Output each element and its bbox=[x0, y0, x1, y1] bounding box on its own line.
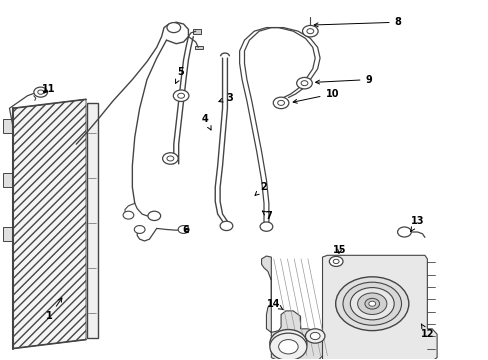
Text: 6: 6 bbox=[182, 225, 189, 235]
Text: 2: 2 bbox=[255, 182, 267, 195]
Text: 12: 12 bbox=[420, 324, 433, 339]
Text: 9: 9 bbox=[315, 75, 371, 85]
Circle shape bbox=[166, 23, 180, 33]
Circle shape bbox=[34, 87, 47, 97]
Circle shape bbox=[276, 334, 300, 352]
Circle shape bbox=[177, 93, 184, 98]
Polygon shape bbox=[13, 99, 86, 348]
Circle shape bbox=[342, 282, 401, 325]
Circle shape bbox=[166, 156, 173, 161]
Text: 13: 13 bbox=[410, 216, 424, 231]
Circle shape bbox=[357, 293, 386, 315]
Circle shape bbox=[277, 100, 284, 105]
Circle shape bbox=[349, 288, 393, 320]
Polygon shape bbox=[322, 255, 436, 360]
Polygon shape bbox=[3, 119, 13, 134]
Circle shape bbox=[282, 339, 294, 347]
Circle shape bbox=[305, 329, 325, 343]
Bar bbox=[180, 227, 187, 232]
Circle shape bbox=[220, 221, 232, 230]
Polygon shape bbox=[3, 173, 13, 187]
Polygon shape bbox=[194, 45, 203, 49]
Circle shape bbox=[273, 97, 288, 109]
Text: 14: 14 bbox=[266, 299, 283, 310]
Circle shape bbox=[123, 211, 134, 219]
Circle shape bbox=[310, 332, 320, 339]
Circle shape bbox=[178, 226, 188, 233]
Circle shape bbox=[368, 301, 375, 306]
Circle shape bbox=[335, 277, 408, 330]
Polygon shape bbox=[261, 256, 322, 360]
Circle shape bbox=[162, 153, 178, 164]
Circle shape bbox=[260, 222, 272, 231]
Circle shape bbox=[269, 333, 306, 360]
Bar bbox=[87, 103, 98, 338]
Text: 1: 1 bbox=[46, 298, 62, 321]
Text: 10: 10 bbox=[292, 89, 338, 103]
Circle shape bbox=[134, 226, 145, 233]
Circle shape bbox=[306, 29, 313, 34]
Circle shape bbox=[269, 329, 306, 357]
Polygon shape bbox=[3, 226, 13, 241]
Text: 8: 8 bbox=[314, 17, 401, 27]
Text: 5: 5 bbox=[175, 67, 184, 84]
Text: 15: 15 bbox=[332, 245, 346, 255]
Circle shape bbox=[278, 339, 298, 354]
Circle shape bbox=[173, 90, 188, 102]
Circle shape bbox=[296, 77, 312, 89]
Text: 3: 3 bbox=[219, 93, 233, 103]
Text: 4: 4 bbox=[202, 114, 211, 130]
Circle shape bbox=[332, 259, 338, 264]
Text: 11: 11 bbox=[41, 84, 55, 94]
Circle shape bbox=[364, 298, 379, 309]
Circle shape bbox=[329, 256, 342, 266]
Circle shape bbox=[302, 26, 318, 37]
Circle shape bbox=[301, 81, 307, 86]
Text: 7: 7 bbox=[262, 211, 272, 221]
Circle shape bbox=[397, 227, 410, 237]
Polygon shape bbox=[193, 30, 200, 34]
Circle shape bbox=[148, 211, 160, 221]
Circle shape bbox=[38, 90, 43, 94]
